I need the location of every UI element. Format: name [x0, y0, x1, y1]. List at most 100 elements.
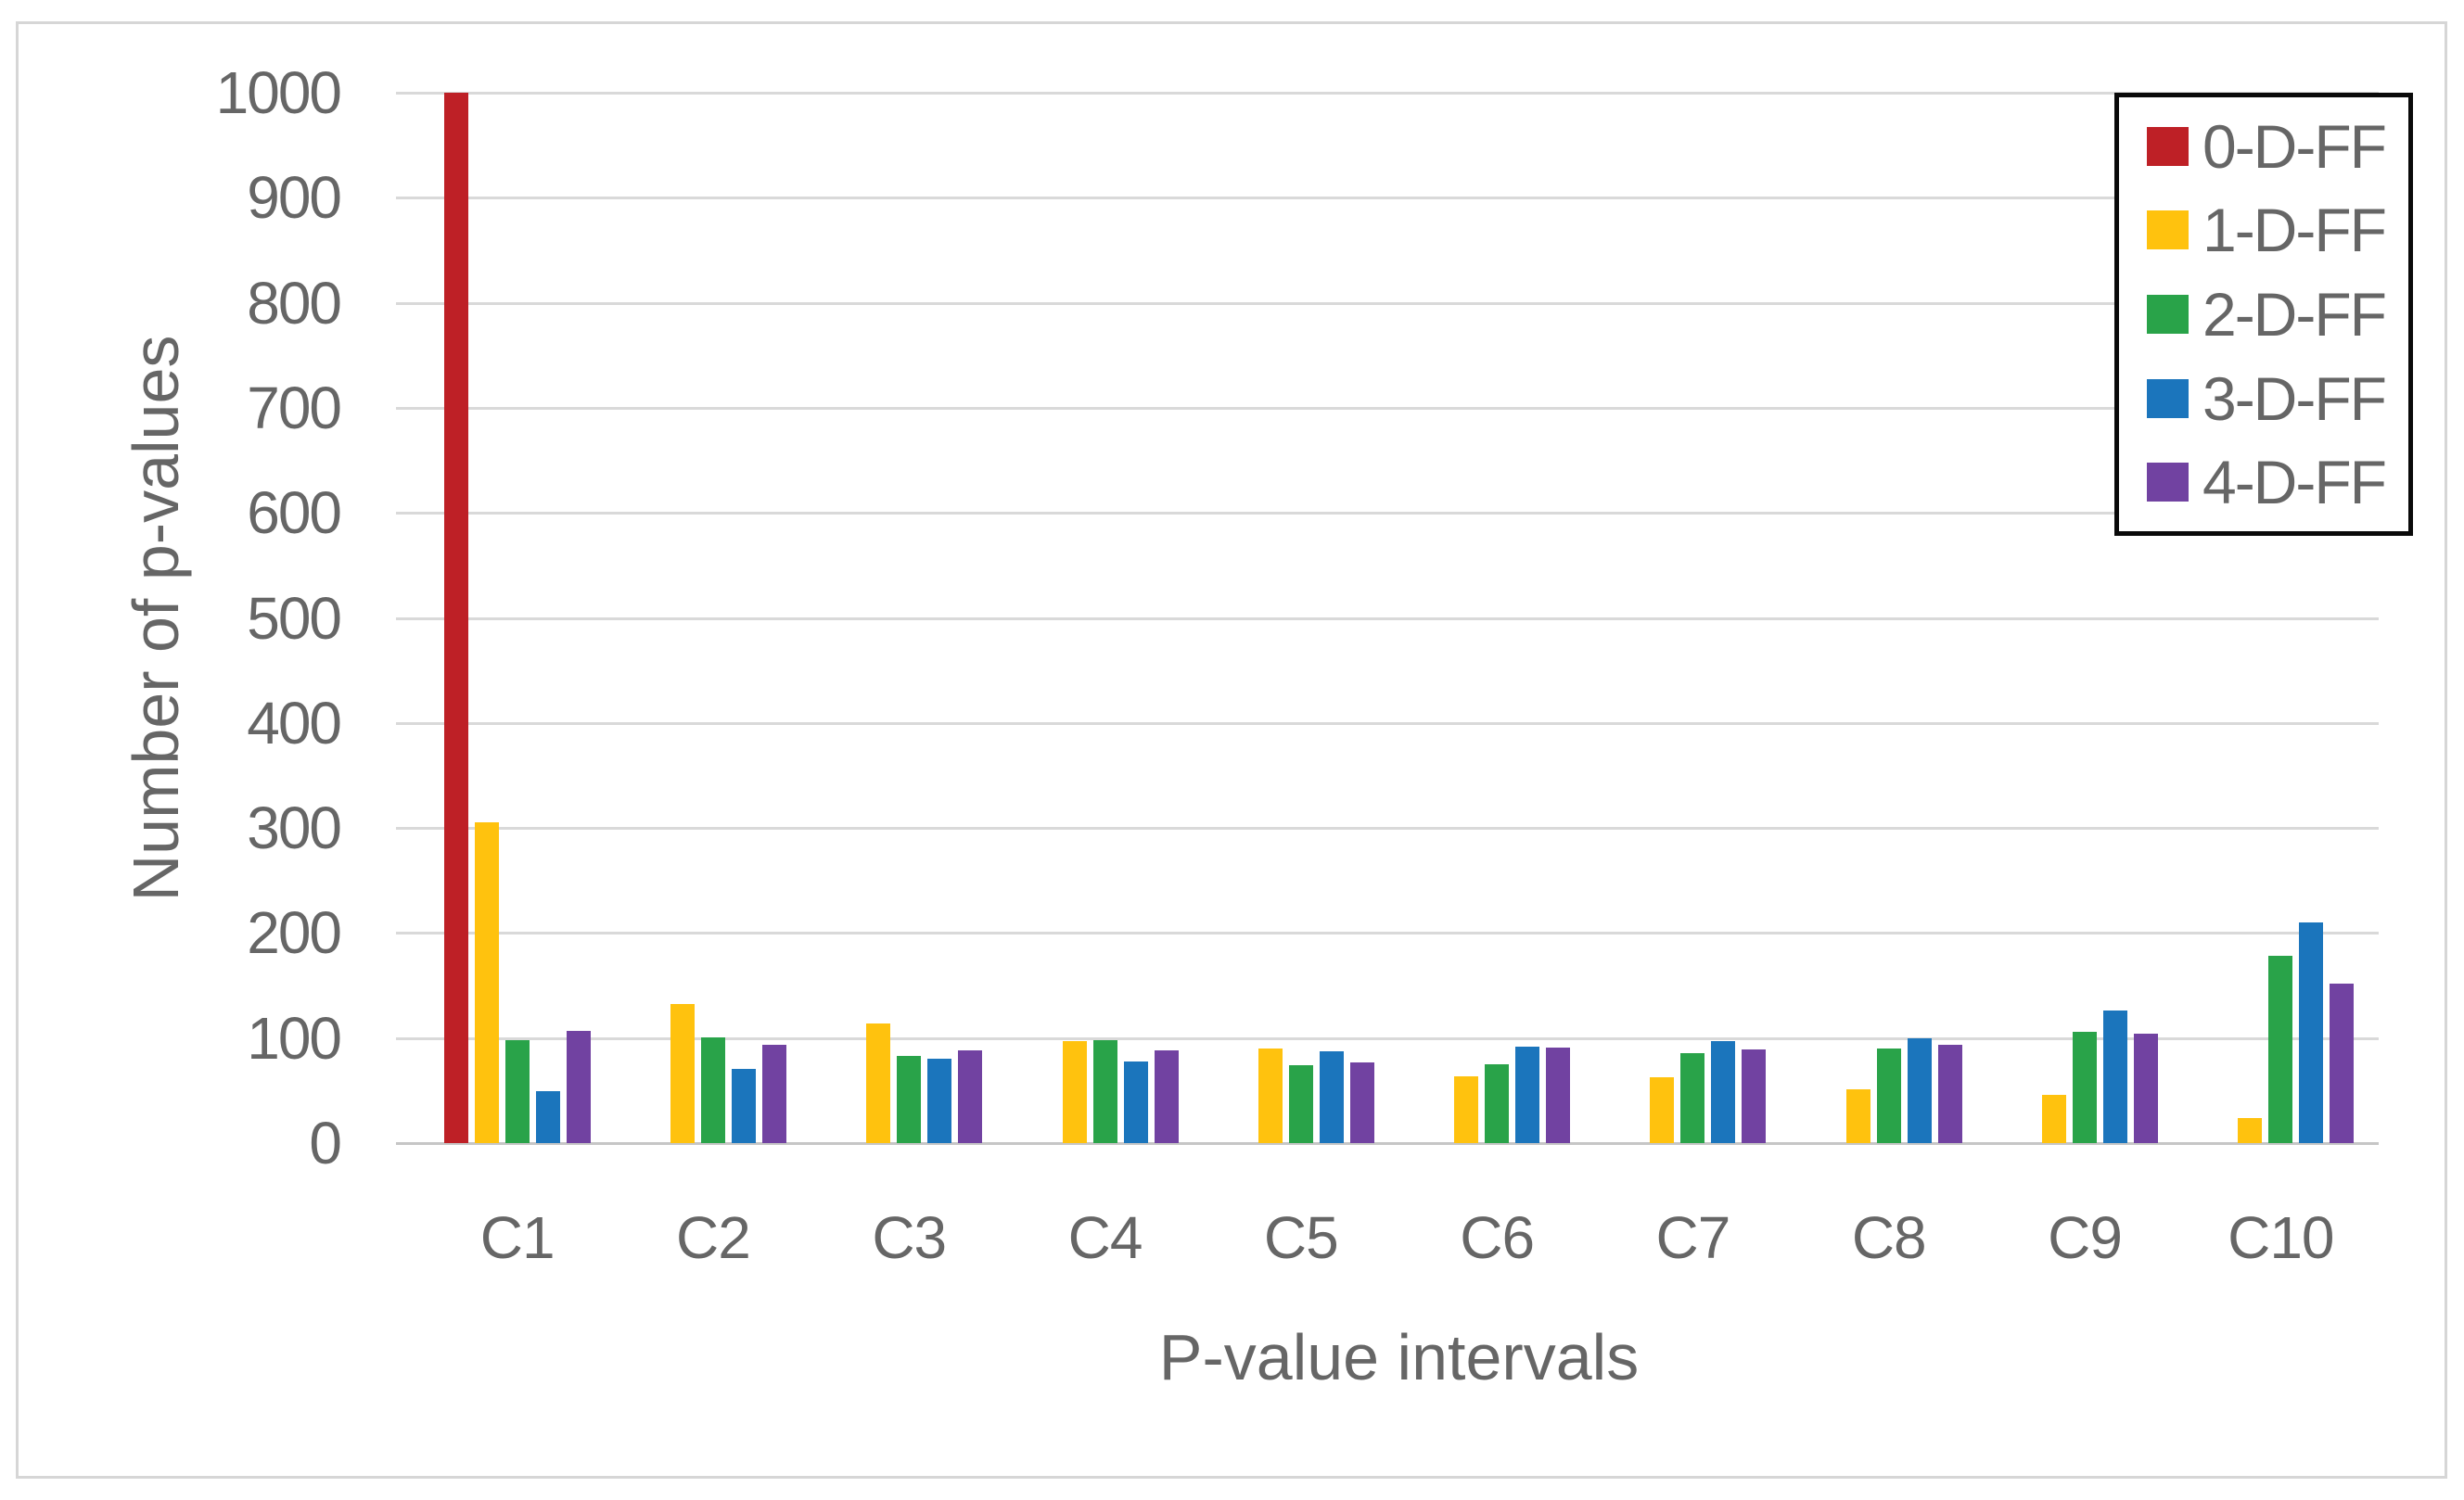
x-tick-label-C1: C1 — [479, 1204, 555, 1271]
bar-1-D-FF-C6 — [1454, 1075, 1479, 1143]
bar-4-D-FF-C1 — [566, 1030, 591, 1143]
plot-area — [396, 92, 2379, 1145]
bar-4-D-FF-C2 — [761, 1044, 786, 1143]
gridline-100 — [419, 1036, 2379, 1040]
bar-1-D-FF-C3 — [866, 1023, 891, 1143]
bar-2-D-FF-C4 — [1092, 1039, 1117, 1143]
bar-4-D-FF-C3 — [958, 1050, 983, 1143]
bar-0-D-FF-C1 — [443, 93, 468, 1143]
bar-cluster-C5 — [1203, 93, 1398, 1143]
bar-4-D-FF-C10 — [2330, 983, 2355, 1143]
legend-swatch-3-D-FF — [2147, 378, 2189, 418]
y-tick-mark — [396, 512, 419, 515]
y-tick-mark — [396, 1036, 419, 1040]
bar-1-D-FF-C5 — [1258, 1049, 1283, 1143]
bar-cluster-C6 — [1398, 93, 1594, 1143]
legend-item-1-D-FF: 1-D-FF — [2147, 195, 2408, 265]
bar-3-D-FF-C4 — [1123, 1061, 1148, 1143]
legend-swatch-1-D-FF — [2147, 210, 2189, 250]
legend-item-4-D-FF: 4-D-FF — [2147, 447, 2408, 517]
legend-label-3-D-FF: 3-D-FF — [2202, 363, 2387, 433]
bar-2-D-FF-C5 — [1288, 1065, 1313, 1143]
y-tick-mark — [396, 406, 419, 410]
bar-3-D-FF-C5 — [1319, 1051, 1344, 1143]
gridline-700 — [419, 406, 2379, 410]
legend-swatch-0-D-FF — [2147, 126, 2189, 166]
bar-2-D-FF-C6 — [1485, 1064, 1510, 1143]
bar-2-D-FF-C2 — [700, 1036, 725, 1143]
bar-2-D-FF-C3 — [897, 1055, 922, 1143]
bar-3-D-FF-C2 — [731, 1068, 756, 1143]
bar-4-D-FF-C5 — [1349, 1061, 1374, 1143]
bar-4-D-FF-C7 — [1742, 1049, 1767, 1143]
bar-2-D-FF-C9 — [2073, 1031, 2098, 1143]
gridline-800 — [419, 301, 2379, 305]
y-tick-label-600: 600 — [247, 479, 342, 547]
x-tick-label-C4: C4 — [1067, 1204, 1143, 1271]
bar-cluster-C10 — [2183, 93, 2379, 1143]
y-tick-label-900: 900 — [247, 164, 342, 232]
x-axis-title: P-value intervals — [1158, 1321, 1640, 1393]
bar-2-D-FF-C10 — [2268, 956, 2293, 1143]
bar-4-D-FF-C8 — [1937, 1044, 1962, 1143]
y-tick-label-200: 200 — [247, 899, 342, 967]
x-tick-label-C7: C7 — [1655, 1204, 1731, 1271]
bar-cluster-C9 — [1986, 93, 2182, 1143]
y-tick-mark — [396, 827, 419, 831]
bar-cluster-C2 — [615, 93, 811, 1143]
bar-3-D-FF-C7 — [1711, 1041, 1736, 1143]
x-tick-label-C6: C6 — [1460, 1204, 1535, 1271]
bar-3-D-FF-C6 — [1515, 1046, 1540, 1143]
bar-2-D-FF-C1 — [504, 1039, 530, 1143]
y-tick-label-1000: 1000 — [215, 59, 342, 126]
x-tick-label-C3: C3 — [872, 1204, 947, 1271]
legend-item-3-D-FF: 3-D-FF — [2147, 363, 2408, 434]
gridline-300 — [419, 827, 2379, 831]
bar-cluster-C3 — [811, 93, 1007, 1143]
y-tick-mark — [396, 1142, 419, 1145]
legend-item-2-D-FF: 2-D-FF — [2147, 279, 2408, 350]
y-tick-mark — [396, 932, 419, 935]
bar-4-D-FF-C9 — [2134, 1034, 2159, 1143]
x-tick-label-C2: C2 — [676, 1204, 751, 1271]
y-tick-label-700: 700 — [247, 374, 342, 441]
bar-2-D-FF-C8 — [1876, 1049, 1901, 1143]
gridline-900 — [419, 197, 2379, 200]
x-tick-label-C10: C10 — [2228, 1204, 2334, 1271]
bar-3-D-FF-C3 — [927, 1059, 952, 1143]
gridline-500 — [419, 617, 2379, 620]
y-tick-label-800: 800 — [247, 269, 342, 337]
y-tick-mark — [396, 721, 419, 725]
bar-1-D-FF-C4 — [1062, 1041, 1087, 1143]
bar-cluster-C7 — [1595, 93, 1791, 1143]
bar-1-D-FF-C10 — [2238, 1117, 2263, 1143]
y-tick-label-100: 100 — [247, 1004, 342, 1072]
y-tick-mark — [396, 92, 419, 95]
bar-1-D-FF-C1 — [474, 822, 499, 1143]
x-tick-label-C8: C8 — [1851, 1204, 1927, 1271]
bar-1-D-FF-C7 — [1650, 1076, 1675, 1143]
bar-1-D-FF-C8 — [1845, 1089, 1870, 1143]
gridline-600 — [419, 512, 2379, 515]
legend-swatch-4-D-FF — [2147, 463, 2189, 502]
figure-border — [16, 21, 2447, 1479]
bar-3-D-FF-C1 — [535, 1091, 560, 1143]
legend-label-2-D-FF: 2-D-FF — [2202, 279, 2387, 349]
y-tick-mark — [396, 197, 419, 200]
gridline-0 — [419, 1142, 2379, 1145]
bar-cluster-C4 — [1007, 93, 1203, 1143]
bar-3-D-FF-C9 — [2103, 1011, 2128, 1143]
x-tick-label-C9: C9 — [2048, 1204, 2123, 1271]
x-tick-label-C5: C5 — [1263, 1204, 1339, 1271]
legend: 0-D-FF 1-D-FF 2-D-FF 3-D-FF 4-D-FF — [2114, 93, 2413, 536]
bar-4-D-FF-C4 — [1154, 1050, 1179, 1143]
bar-1-D-FF-C2 — [670, 1004, 695, 1143]
gridline-400 — [419, 721, 2379, 725]
y-tick-label-500: 500 — [247, 584, 342, 652]
bar-3-D-FF-C8 — [1907, 1037, 1932, 1143]
bar-1-D-FF-C9 — [2042, 1094, 2067, 1143]
legend-label-4-D-FF: 4-D-FF — [2202, 448, 2387, 517]
bar-series-area — [419, 93, 2379, 1143]
y-tick-label-300: 300 — [247, 794, 342, 862]
